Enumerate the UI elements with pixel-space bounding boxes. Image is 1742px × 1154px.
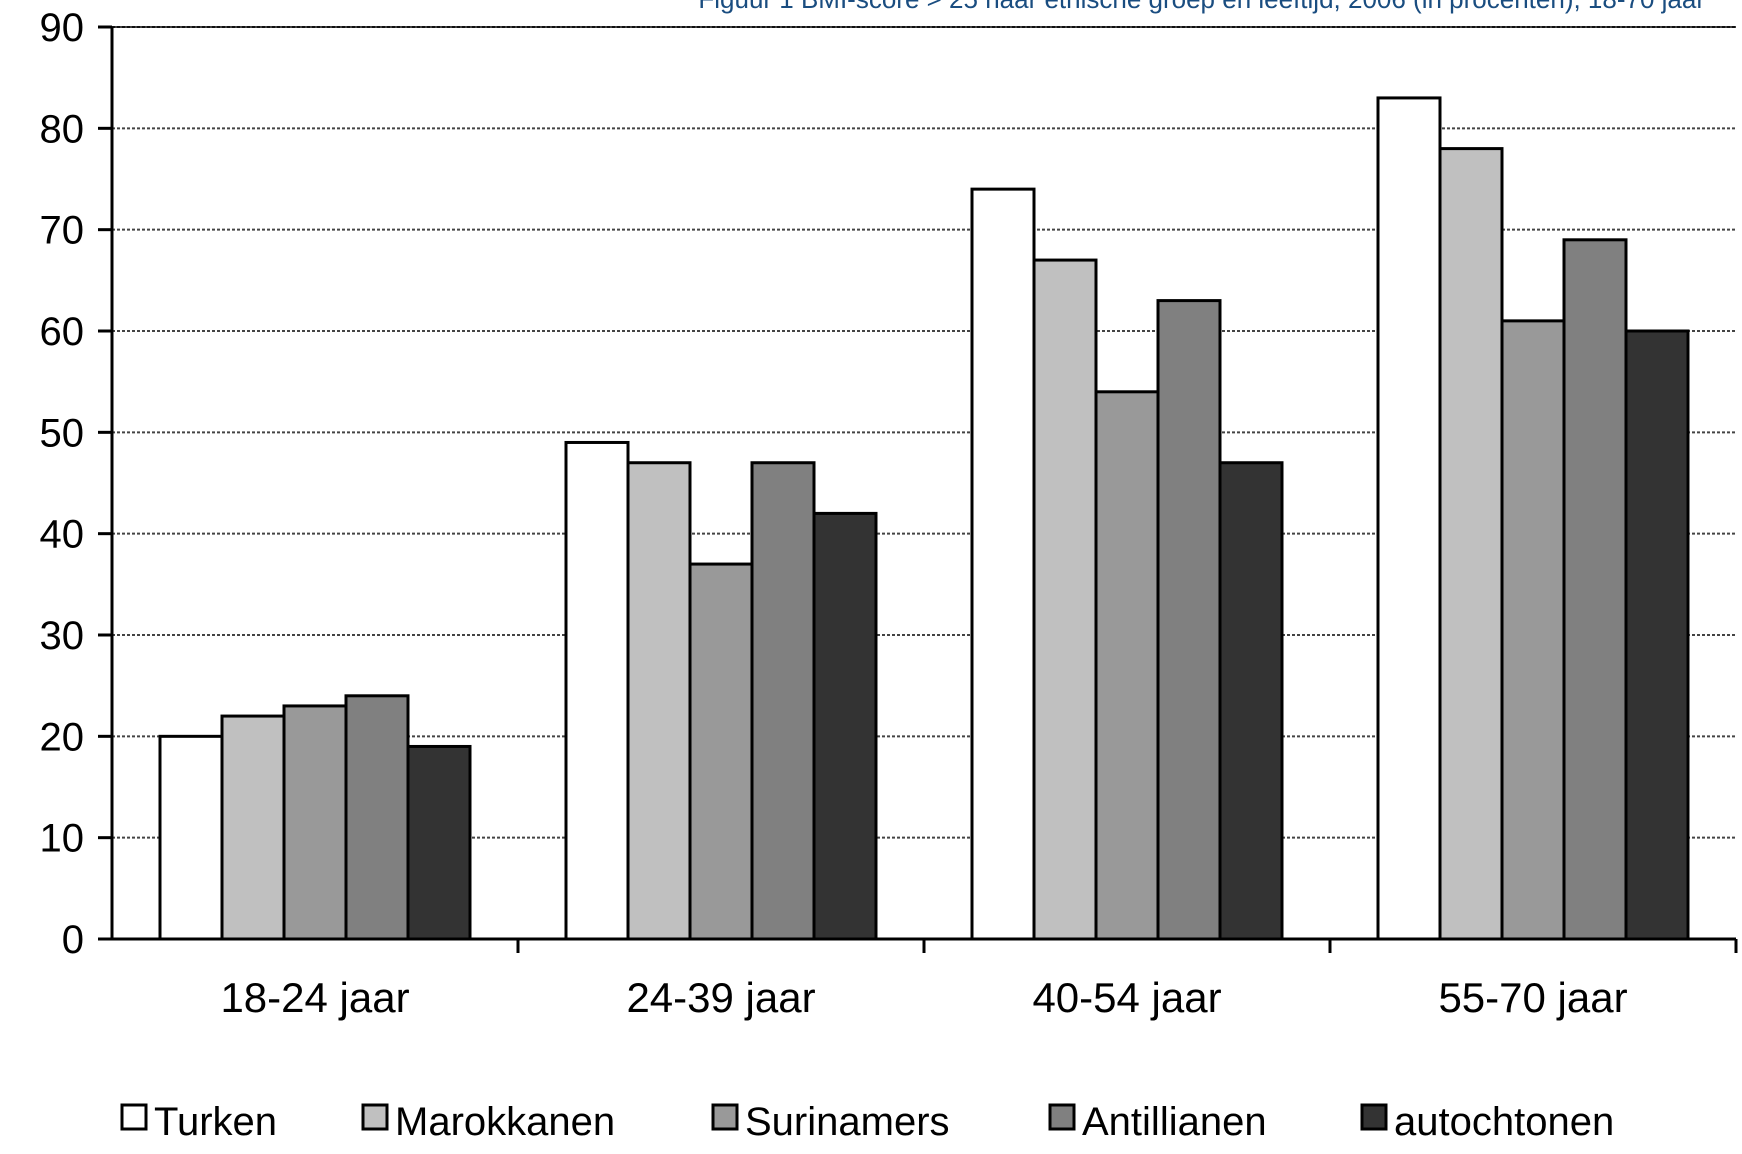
y-tick-label: 0 bbox=[62, 918, 84, 962]
bar-marokkanen-1 bbox=[626, 461, 692, 941]
y-tick-label: 50 bbox=[40, 411, 85, 455]
bar-marokkanen-0 bbox=[220, 714, 286, 941]
y-tick-label: 10 bbox=[40, 817, 85, 861]
legend: Turken Marokkanen Surinamers Antillianen aut… bbox=[120, 1100, 1614, 1144]
y-tick-label: 30 bbox=[40, 614, 85, 658]
legend-swatch-surinamers bbox=[711, 1103, 739, 1131]
x-category-label: 18-24 jaar bbox=[220, 974, 409, 1021]
bar-antillianen-1 bbox=[750, 461, 816, 941]
legend-label: autochtonen bbox=[1394, 1100, 1614, 1144]
y-tick-label: 80 bbox=[40, 107, 85, 151]
bar-marokkanen-3 bbox=[1438, 147, 1504, 941]
bar-marokkanen-2 bbox=[1032, 258, 1098, 941]
bar-turken-0 bbox=[158, 734, 224, 941]
bar-surinamers-2 bbox=[1094, 390, 1160, 941]
bar-surinamers-3 bbox=[1500, 319, 1566, 941]
bar-antillianen-0 bbox=[344, 694, 410, 941]
x-category-label: 40-54 jaar bbox=[1032, 974, 1221, 1021]
bar-autochtonen-2 bbox=[1218, 461, 1284, 941]
legend-swatch-turken bbox=[120, 1103, 148, 1131]
x-category-label: 24-39 jaar bbox=[626, 974, 815, 1021]
bar-antillianen-2 bbox=[1156, 299, 1222, 941]
legend-swatch-antillianen bbox=[1048, 1103, 1076, 1131]
y-tick-label: 90 bbox=[40, 6, 85, 50]
legend-label: Turken bbox=[154, 1100, 277, 1144]
bar-surinamers-0 bbox=[282, 704, 348, 941]
axis-labels: 0 10 20 30 40 50 60 70 80 90 18-24 jaar 24-39 jaar 4… bbox=[40, 6, 1628, 1021]
bar-turken-3 bbox=[1376, 96, 1442, 941]
legend-label: Antillianen bbox=[1082, 1100, 1267, 1144]
bars bbox=[158, 96, 1690, 941]
legend-label: Marokkanen bbox=[395, 1100, 615, 1144]
legend-swatch-autochtonen bbox=[1360, 1103, 1388, 1131]
bar-autochtonen-3 bbox=[1624, 329, 1690, 941]
bar-surinamers-1 bbox=[688, 562, 754, 941]
y-tick-label: 70 bbox=[40, 209, 85, 253]
chart-title: Figuur 1 BMI-score > 25 naar etnische gr… bbox=[698, 0, 1705, 14]
bar-turken-2 bbox=[970, 187, 1036, 941]
legend-label: Surinamers bbox=[745, 1100, 950, 1144]
bar-autochtonen-1 bbox=[812, 511, 878, 941]
legend-swatch-marokkanen bbox=[361, 1103, 389, 1131]
y-tick-label: 40 bbox=[40, 513, 85, 557]
bar-autochtonen-0 bbox=[406, 744, 472, 941]
y-tick-label: 60 bbox=[40, 310, 85, 354]
bar-antillianen-3 bbox=[1562, 238, 1628, 941]
bar-turken-1 bbox=[564, 440, 630, 941]
y-tick-label: 20 bbox=[40, 715, 85, 759]
x-category-label: 55-70 jaar bbox=[1438, 974, 1627, 1021]
